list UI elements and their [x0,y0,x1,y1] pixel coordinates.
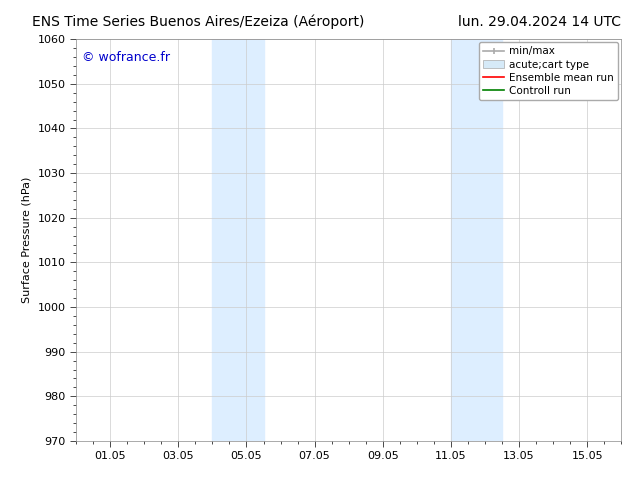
Text: ENS Time Series Buenos Aires/Ezeiza (Aéroport): ENS Time Series Buenos Aires/Ezeiza (Aér… [32,15,364,29]
Bar [451,39,502,441]
Y-axis label: Surface Pressure (hPa): Surface Pressure (hPa) [22,177,32,303]
Bar [212,39,264,441]
Legend: min/max, acute;cart type, Ensemble mean run, Controll run: min/max, acute;cart type, Ensemble mean … [479,42,618,100]
Text: lun. 29.04.2024 14 UTC: lun. 29.04.2024 14 UTC [458,15,621,29]
Text: © wofrance.fr: © wofrance.fr [82,51,169,64]
